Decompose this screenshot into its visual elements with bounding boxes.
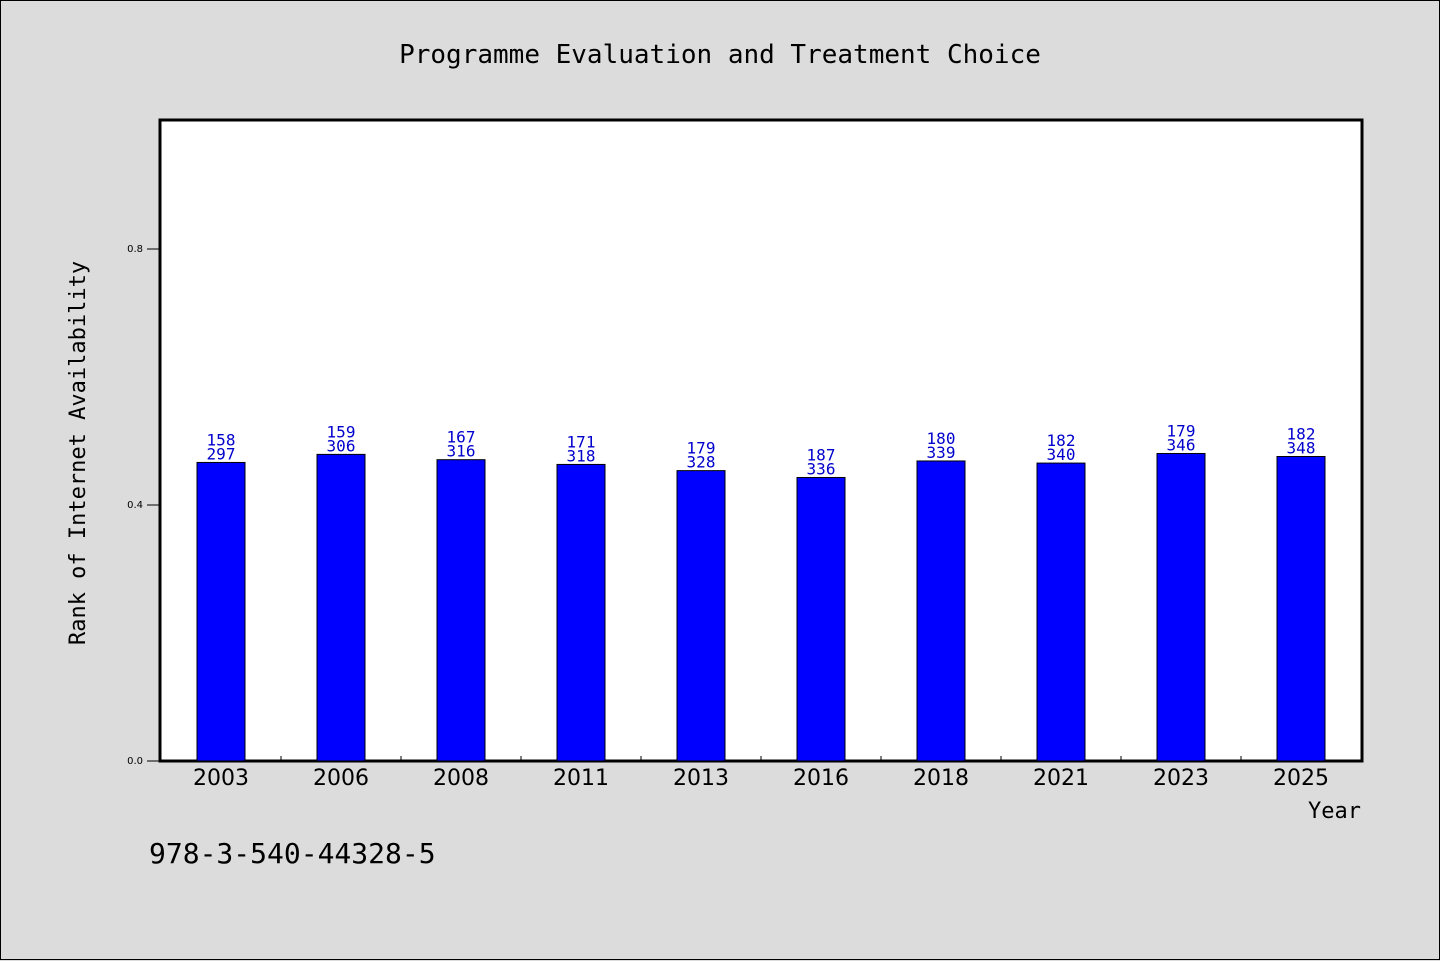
x-tick-label-2003: 2003: [193, 766, 249, 791]
bar-2008: [436, 459, 486, 762]
data-label-top-2018: 180: [927, 429, 956, 448]
x-tick-label-2008: 2008: [433, 766, 489, 791]
data-label-bottom-2008: 316: [447, 442, 476, 461]
y-tick-label-0.8: 0.8: [127, 244, 143, 255]
x-axis-label: Year: [1308, 799, 1361, 824]
y-tick-label-0.4: 0.4: [127, 500, 143, 511]
chart-title: Programme Evaluation and Treatment Choic…: [399, 40, 1041, 70]
bar-2025: [1276, 455, 1326, 762]
x-tick-label-2021: 2021: [1033, 766, 1089, 791]
x-tick-label-2025: 2025: [1273, 766, 1329, 791]
x-tick-label-2018: 2018: [913, 766, 969, 791]
bar-2013: [676, 470, 726, 762]
x-tick-label-2023: 2023: [1153, 766, 1209, 791]
data-label-bottom-2016: 336: [807, 459, 836, 478]
data-label-top-2003: 158: [207, 430, 236, 449]
data-label-top-2013: 179: [687, 439, 716, 458]
x-tick-label-2016: 2016: [793, 766, 849, 791]
footer-code: 978-3-540-44328-5: [149, 837, 436, 870]
axis-ticks: 2003 2006 2008 2011 2013 2016 2018 2021 2023 2025…: [127, 244, 1329, 791]
bar-2003: [196, 461, 246, 762]
x-tick-label-2006: 2006: [313, 766, 369, 791]
data-label-bottom-2021: 340: [1047, 445, 1076, 464]
x-tick-label-2013: 2013: [673, 766, 729, 791]
bar-2021: [1036, 462, 1086, 762]
data-label-top-2008: 167: [447, 428, 476, 447]
data-label-top-2016: 187: [807, 445, 836, 464]
x-tick-label-2011: 2011: [553, 766, 609, 791]
data-label-bottom-2006: 306: [327, 436, 356, 455]
y-tick-label-0.0: 0.0: [127, 756, 143, 767]
data-label-top-2025: 182: [1287, 424, 1316, 443]
data-label-bottom-2018: 339: [927, 443, 956, 462]
y-axis-label: Rank of Internet Availability: [66, 261, 91, 645]
data-label-top-2021: 182: [1047, 431, 1076, 450]
bar-2023: [1156, 452, 1206, 762]
data-label-bottom-2013: 328: [687, 453, 716, 472]
data-label-bottom-2011: 318: [567, 446, 596, 465]
bar-2011: [556, 463, 606, 762]
data-label-top-2011: 171: [567, 432, 596, 451]
data-label-bottom-2003: 297: [207, 444, 236, 463]
data-label-bottom-2023: 346: [1167, 435, 1196, 454]
data-label-top-2006: 159: [327, 422, 356, 441]
data-label-top-2023: 179: [1167, 421, 1196, 440]
bar-2018: [916, 460, 966, 762]
data-label-bottom-2025: 348: [1287, 438, 1316, 457]
bar-2016: [796, 476, 846, 762]
bar-2006: [316, 453, 366, 762]
